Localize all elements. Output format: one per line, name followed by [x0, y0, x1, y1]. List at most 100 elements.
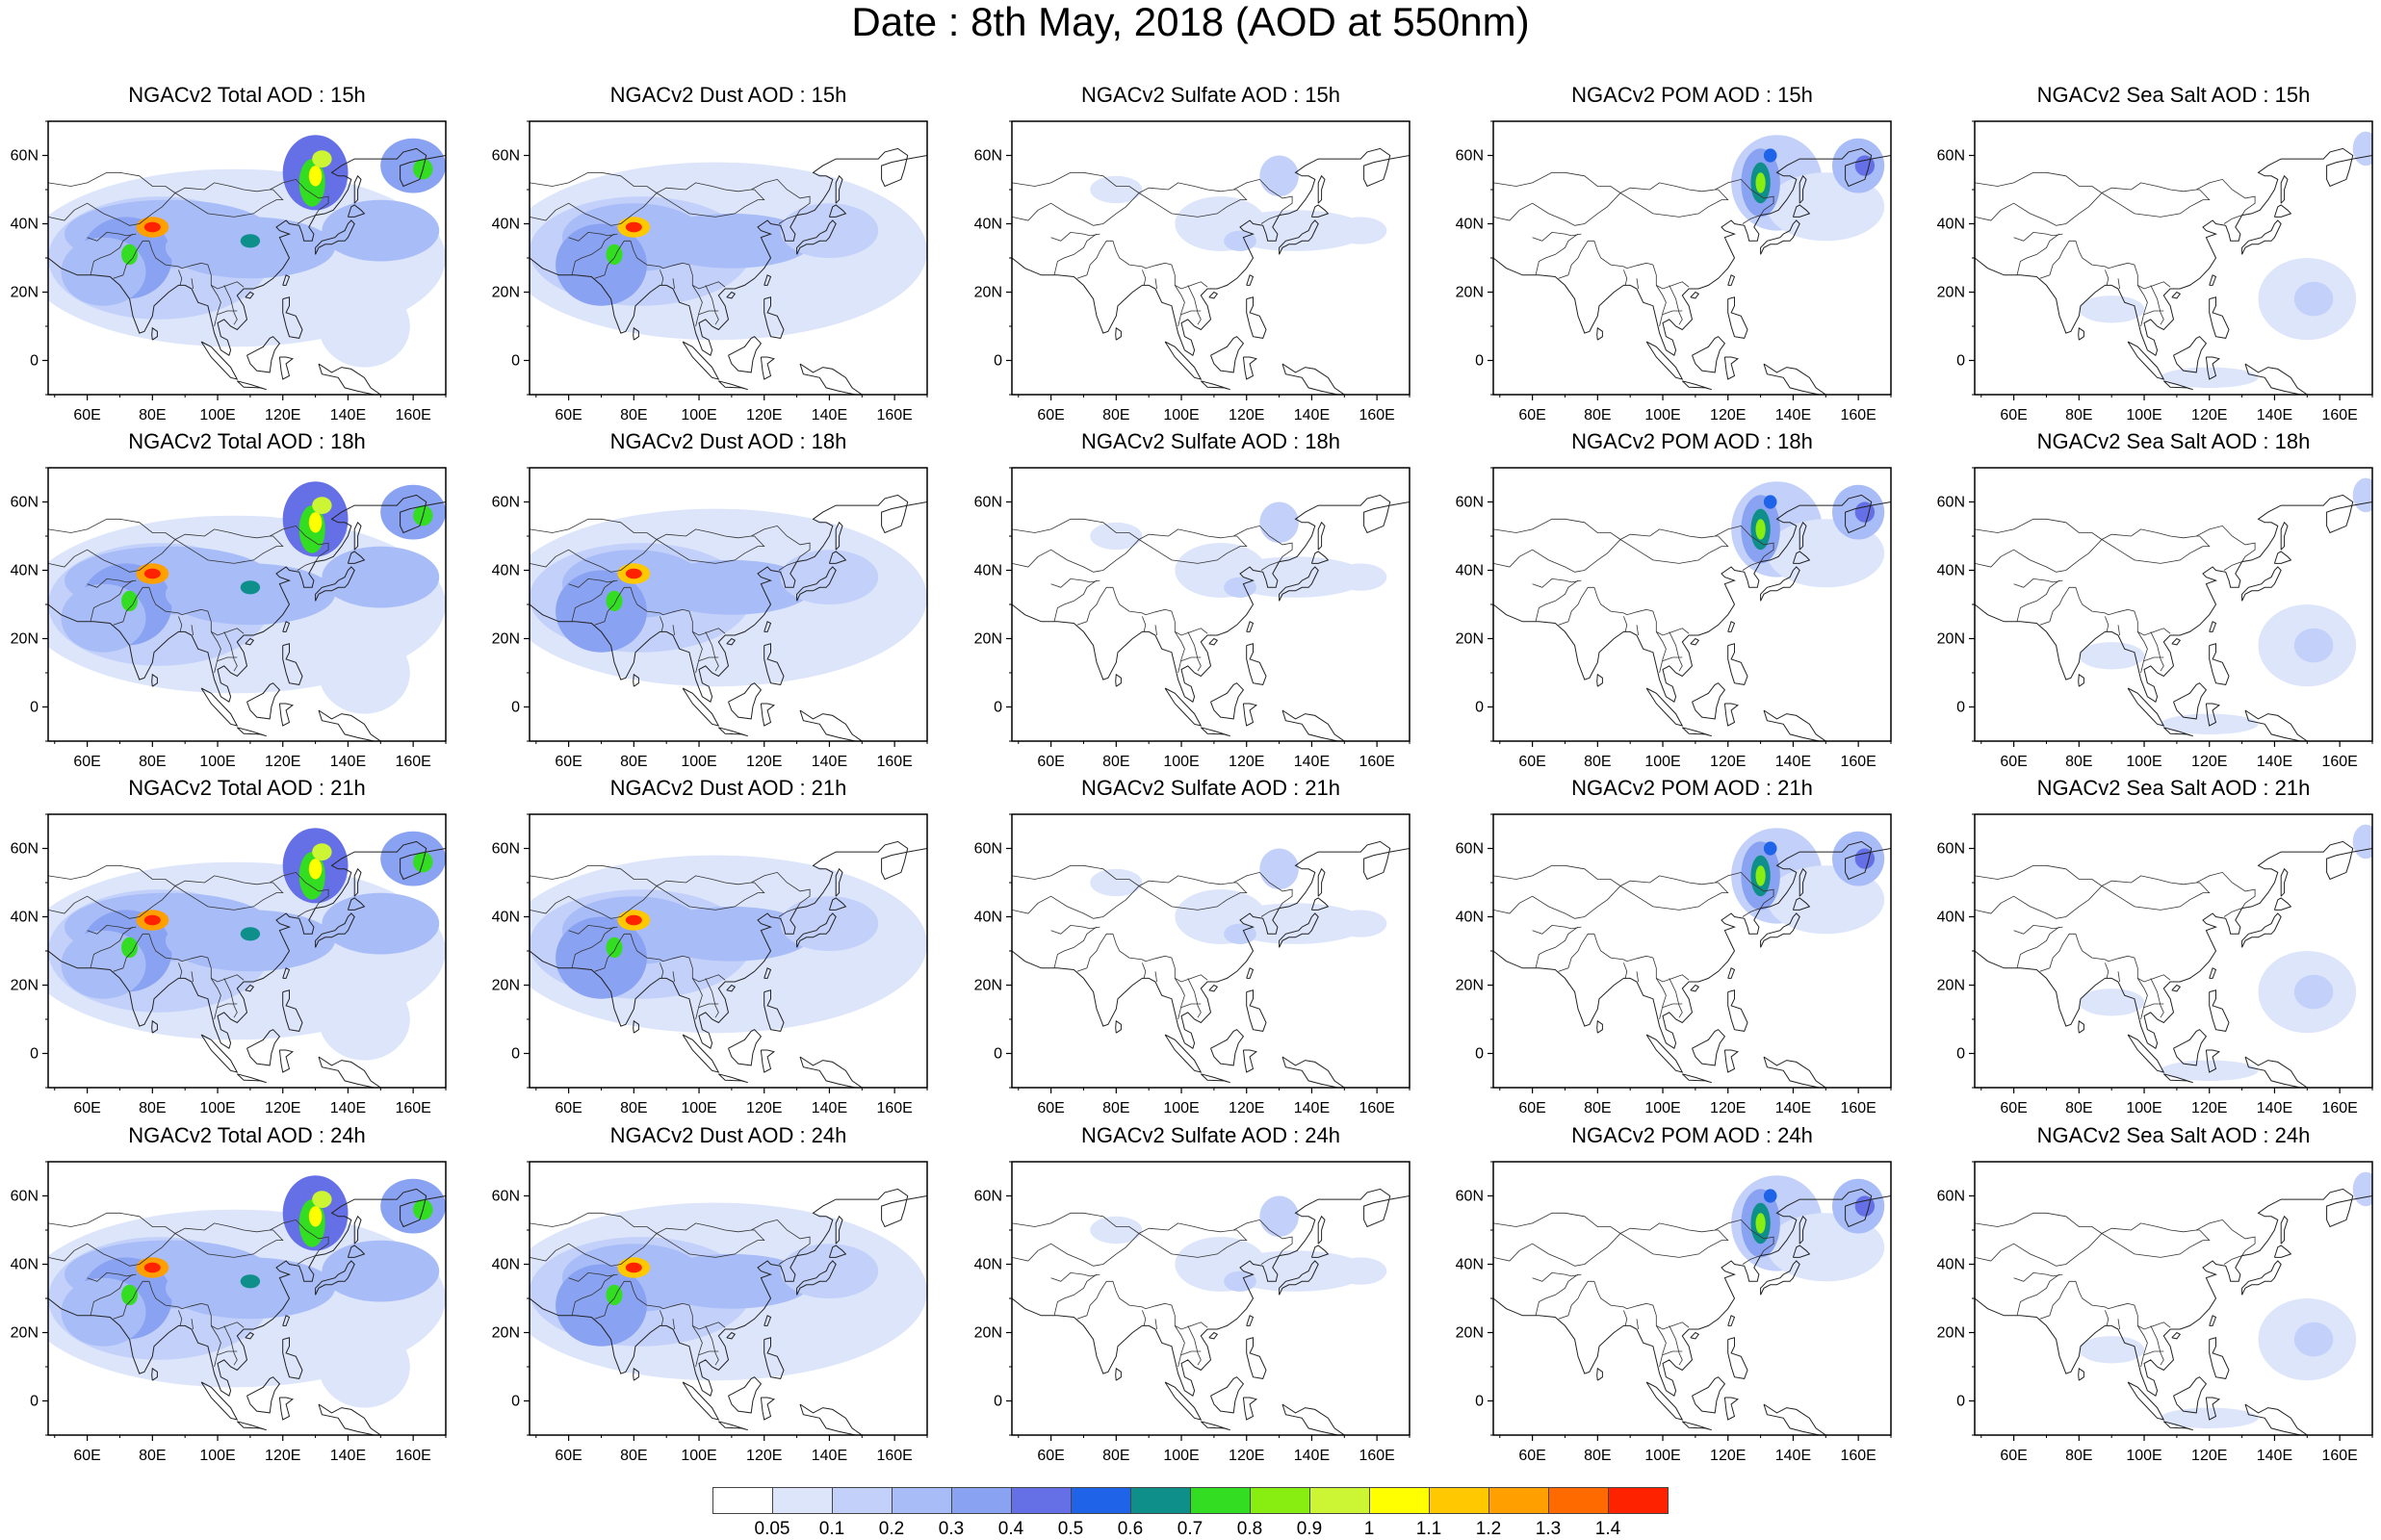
- aod-region: [1224, 556, 1367, 598]
- lat-tick-label: 40N: [974, 1257, 1002, 1273]
- aod-map: 60E 80E 100E 120E 140E 160E 60N 40N 20N 0: [974, 813, 1410, 1116]
- map-panel-sulfate-3: NGACv2 Sulfate AOD : 21h 60E 80E 100E 120E 14…: [974, 776, 1410, 1116]
- aod-region: [322, 1240, 440, 1302]
- aod-region: [625, 1262, 642, 1273]
- lon-tick-label: 80E: [2065, 754, 2092, 770]
- lon-tick-label: 140E: [2257, 1100, 2292, 1116]
- lat-tick-label: 20N: [11, 631, 39, 648]
- aod-map: 60E 80E 100E 120E 140E 160E 60N 40N 20N 0: [1456, 467, 1892, 770]
- lat-tick-label: 20N: [974, 631, 1002, 648]
- aod-region: [650, 559, 814, 615]
- panel-title: NGACv2 POM AOD : 24h: [1571, 1123, 1813, 1147]
- lat-tick-label: 0: [511, 353, 520, 370]
- colorbar-label: 0.8: [1236, 1519, 1263, 1539]
- map-panel-seasalt-1: NGACv2 Sea Salt AOD : 15h 60E 80E 100E 120E 1…: [1937, 83, 2373, 424]
- lat-tick-label: 20N: [1456, 1325, 1484, 1342]
- aod-region: [312, 150, 332, 167]
- lon-tick-label: 60E: [2000, 1100, 2027, 1116]
- lon-tick-label: 80E: [1102, 407, 1129, 424]
- map-panel-pom-3: NGACv2 POM AOD : 21h 60E 80E 100E 120E 140E 16…: [1456, 776, 1892, 1116]
- lon-tick-label: 160E: [1359, 407, 1394, 424]
- map-panel-seasalt-4: NGACv2 Sea Salt AOD : 24h 60E 80E 100E 120E 1…: [1937, 1123, 2373, 1464]
- aod-map: 60E 80E 100E 120E 140E 160E 60N 40N 20N 0: [11, 120, 447, 424]
- aod-region: [1224, 1250, 1367, 1292]
- panel-title: NGACv2 Total AOD : 15h: [128, 83, 366, 107]
- aod-region: [322, 892, 440, 955]
- map-panel-total-2: NGACv2 Total AOD : 18h 60E 80E 100E 120E 140E…: [11, 429, 447, 770]
- aod-region: [2293, 974, 2334, 1010]
- lat-tick-label: 40N: [11, 217, 39, 233]
- lat-tick-label: 20N: [492, 631, 520, 648]
- lat-tick-label: 40N: [492, 563, 520, 579]
- lon-tick-label: 60E: [1037, 407, 1064, 424]
- lon-tick-label: 100E: [1644, 1100, 1680, 1116]
- lat-tick-label: 40N: [974, 910, 1002, 926]
- lon-tick-label: 100E: [681, 754, 716, 770]
- lat-tick-label: 40N: [492, 217, 520, 233]
- aod-map: 60E 80E 100E 120E 140E 160E 60N 40N 20N 0: [11, 467, 447, 770]
- border-layer: [48, 864, 329, 1020]
- aod-region: [556, 223, 647, 306]
- colorbar-label: 1.3: [1535, 1519, 1562, 1539]
- lon-tick-label: 80E: [620, 1100, 647, 1116]
- aod-region: [319, 1325, 410, 1408]
- lat-tick-label: 40N: [1937, 910, 1965, 926]
- colorbar-swatch: [712, 1487, 773, 1514]
- lat-tick-label: 60N: [1937, 841, 1965, 858]
- aod-map: 60E 80E 100E 120E 140E 160E 60N 40N 20N 0: [492, 1161, 928, 1464]
- colorbar-label: 1.1: [1415, 1519, 1442, 1539]
- aod-map: 60E 80E 100E 120E 140E 160E 60N 40N 20N 0: [974, 120, 1410, 424]
- border-layer: [1493, 518, 1774, 674]
- lon-tick-label: 100E: [1163, 1100, 1199, 1116]
- lon-tick-label: 120E: [1229, 1100, 1264, 1116]
- lat-tick-label: 60N: [1456, 841, 1484, 858]
- colorbar-swatch: [1011, 1487, 1072, 1514]
- lon-tick-label: 60E: [1518, 407, 1545, 424]
- aod-region: [312, 843, 332, 860]
- lat-tick-label: 60N: [1456, 495, 1484, 511]
- aod-region: [2079, 1336, 2145, 1364]
- aod-region: [1259, 155, 1299, 197]
- lon-tick-label: 80E: [620, 407, 647, 424]
- aod-region: [1755, 865, 1766, 886]
- aod-region: [308, 859, 323, 880]
- lon-tick-label: 80E: [139, 1448, 166, 1464]
- aod-region: [1090, 175, 1143, 204]
- lat-tick-label: 0: [994, 1046, 1002, 1063]
- colorbar-label: 1.2: [1475, 1519, 1502, 1539]
- colorbar-label: 0.1: [818, 1519, 845, 1539]
- panel-title: NGACv2 POM AOD : 15h: [1571, 83, 1813, 107]
- map-panel-seasalt-2: NGACv2 Sea Salt AOD : 18h 60E 80E 100E 120E 1…: [1937, 429, 2373, 770]
- panel-title: NGACv2 Total AOD : 18h: [128, 429, 366, 453]
- aod-region: [1259, 1195, 1299, 1238]
- aod-region: [1090, 1216, 1143, 1245]
- lat-tick-label: 20N: [492, 978, 520, 994]
- lon-tick-label: 60E: [73, 1100, 100, 1116]
- lat-tick-label: 60N: [11, 841, 39, 858]
- aod-map: 60E 80E 100E 120E 140E 160E 60N 40N 20N 0: [492, 467, 928, 770]
- lon-tick-label: 100E: [1644, 754, 1680, 770]
- aod-region: [322, 199, 440, 262]
- lat-tick-label: 0: [30, 1046, 39, 1063]
- aod-region: [121, 1284, 139, 1306]
- lat-tick-label: 40N: [492, 910, 520, 926]
- aod-region: [1224, 903, 1367, 944]
- aod-region: [2293, 1322, 2334, 1357]
- coastline-layer: [530, 494, 927, 741]
- aod-region: [2352, 824, 2372, 860]
- lat-tick-label: 0: [994, 1394, 1002, 1410]
- colorbar-swatch: [1488, 1487, 1549, 1514]
- lat-tick-label: 40N: [1937, 1257, 1965, 1273]
- aod-map: 60E 80E 100E 120E 140E 160E 60N 40N 20N 0: [974, 467, 1410, 770]
- colorbar-swatch: [772, 1487, 833, 1514]
- lon-tick-label: 100E: [681, 1448, 716, 1464]
- coastline-layer: [1493, 147, 1891, 395]
- lat-tick-label: 20N: [974, 978, 1002, 994]
- lat-tick-label: 40N: [974, 217, 1002, 233]
- lon-tick-label: 120E: [2191, 1100, 2227, 1116]
- aod-map: 60E 80E 100E 120E 140E 160E 60N 40N 20N 0: [1456, 813, 1892, 1116]
- lon-tick-label: 60E: [1518, 1448, 1545, 1464]
- aod-map: 60E 80E 100E 120E 140E 160E 60N 40N 20N 0: [1937, 120, 2373, 424]
- coastline-layer: [530, 1188, 927, 1435]
- coastline-layer: [1493, 494, 1891, 741]
